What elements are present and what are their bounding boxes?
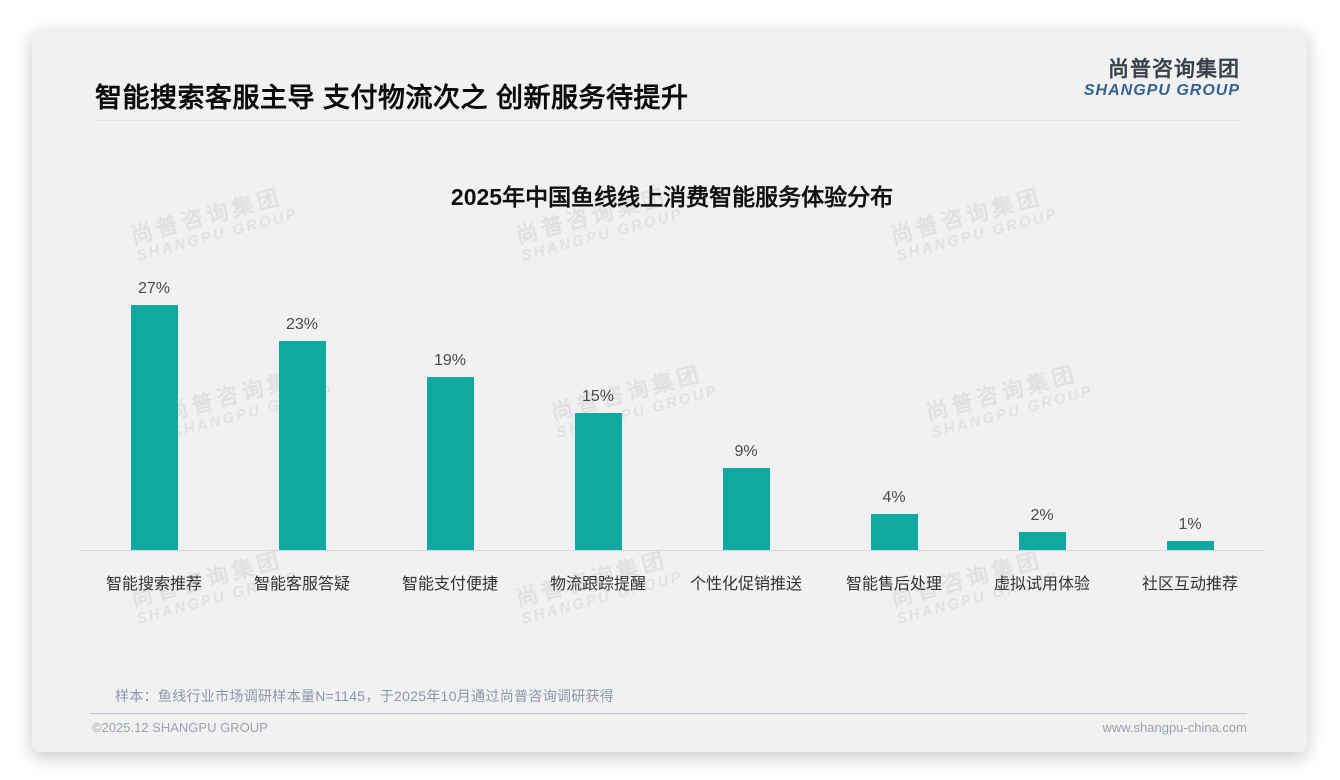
bar — [1018, 532, 1066, 550]
logo-text-en: SHANGPU GROUP — [1083, 82, 1240, 100]
bar-value-label: 15% — [581, 388, 615, 405]
chart-title: 2025年中国鱼线线上消费智能服务体验分布 — [450, 184, 894, 210]
bar-value-label: 9% — [734, 443, 758, 460]
bar — [426, 377, 474, 550]
chart-band: 19% 智能支付便捷 — [376, 280, 524, 593]
chart-band: 23% 智能客服答疑 — [228, 280, 376, 593]
sample-note: 样本：鱼线行业市场调研样本量N=1145，于2025年10月通过尚普咨询调研获得 — [115, 688, 615, 704]
bar-value-label: 4% — [882, 489, 906, 506]
bar — [574, 413, 622, 550]
chart-band: 1% 社区互动推荐 — [1116, 280, 1264, 593]
bar-value-label: 23% — [285, 316, 319, 333]
bar — [278, 341, 326, 550]
bar — [870, 514, 918, 550]
slide-card: 尚普咨询集团 SHANGPU GROUP 尚普咨询集团 SHANGPU GROUP 尚普… — [32, 30, 1307, 752]
bar-value-label: 27% — [137, 280, 171, 297]
chart-band: 4% 智能售后处理 — [820, 280, 968, 593]
x-axis-label: 社区互动推荐 — [1141, 576, 1238, 593]
bar — [130, 305, 178, 550]
x-axis-label: 个性化促销推送 — [689, 576, 802, 593]
footer-website: www.shangpu-china.com — [1102, 720, 1247, 735]
page-title: 智能搜索客服主导 支付物流次之 创新服务待提升 — [95, 83, 689, 113]
bar — [722, 468, 770, 550]
chart-band: 27% 智能搜索推荐 — [80, 280, 228, 593]
x-axis-label: 虚拟试用体验 — [993, 576, 1090, 593]
bar-value-label: 19% — [433, 352, 467, 369]
x-axis-label: 智能搜索推荐 — [105, 576, 202, 593]
title-divider — [95, 120, 1240, 121]
footer-divider — [90, 713, 1247, 714]
chart-band: 2% 虚拟试用体验 — [968, 280, 1116, 593]
chart-band: 15% 物流跟踪提醒 — [524, 280, 672, 593]
x-axis-label: 智能客服答疑 — [253, 576, 350, 593]
company-logo: 尚普咨询集团 SHANGPU GROUP — [1084, 58, 1240, 101]
logo-text-cn: 尚普咨询集团 — [1108, 58, 1240, 81]
x-axis-label: 智能售后处理 — [845, 576, 942, 593]
x-axis-label: 物流跟踪提醒 — [549, 576, 646, 593]
x-axis-label: 智能支付便捷 — [401, 576, 498, 593]
x-axis-line — [80, 550, 1264, 551]
bar-value-label: 1% — [1178, 516, 1202, 533]
footer-copyright: ©2025.12 SHANGPU GROUP — [92, 720, 268, 735]
chart-band: 9% 个性化促销推送 — [672, 280, 820, 593]
bar-chart: 27% 智能搜索推荐 23% 智能客服答疑 19% 智能支付便捷 15% 物流跟踪提醒 9% 个性… — [80, 280, 1264, 593]
bar — [1166, 541, 1214, 550]
bar-value-label: 2% — [1030, 507, 1054, 524]
